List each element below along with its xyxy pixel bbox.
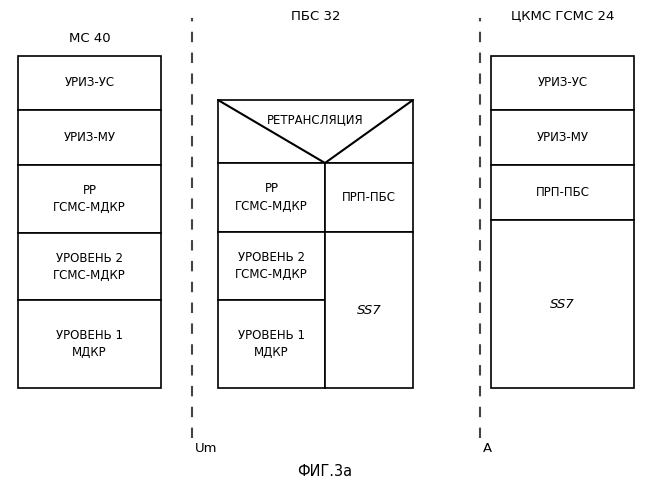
Bar — [325, 163, 413, 232]
Text: A: A — [483, 442, 492, 454]
Text: ФИГ.3а: ФИГ.3а — [298, 464, 353, 479]
Text: РЕТРАНСЛЯЦИЯ: РЕТРАНСЛЯЦИЯ — [267, 114, 364, 126]
Text: Um: Um — [195, 442, 217, 454]
Bar — [325, 232, 413, 388]
Bar — [218, 100, 413, 163]
Bar — [491, 220, 634, 388]
Text: УРОВЕНЬ 2
ГСМС-МДКР: УРОВЕНЬ 2 ГСМС-МДКР — [53, 252, 126, 282]
Bar — [18, 165, 161, 233]
Text: УРИЗ-МУ: УРИЗ-МУ — [536, 131, 589, 144]
Text: МС 40: МС 40 — [69, 32, 110, 44]
Text: ПБС 32: ПБС 32 — [291, 10, 340, 22]
Text: ЦКМС ГСМС 24: ЦКМС ГСМС 24 — [511, 10, 614, 22]
Bar — [18, 233, 161, 300]
Text: ПРП-ПБС: ПРП-ПБС — [536, 186, 590, 199]
Bar — [491, 56, 634, 110]
Text: УРОВЕНЬ 1
МДКР: УРОВЕНЬ 1 МДКР — [56, 329, 123, 359]
Bar — [218, 232, 325, 300]
Text: ПРП-ПБС: ПРП-ПБС — [342, 191, 396, 204]
Text: УРИЗ-УС: УРИЗ-УС — [64, 76, 115, 90]
Text: SS7: SS7 — [357, 304, 381, 316]
Bar — [218, 163, 325, 232]
Text: РР
ГСМС-МДКР: РР ГСМС-МДКР — [235, 182, 308, 212]
Text: УРОВЕНЬ 2
ГСМС-МДКР: УРОВЕНЬ 2 ГСМС-МДКР — [235, 251, 308, 281]
Bar — [491, 165, 634, 220]
Text: УРИЗ-УС: УРИЗ-УС — [538, 76, 588, 90]
Bar — [491, 110, 634, 165]
Bar — [18, 56, 161, 110]
Text: УРИЗ-МУ: УРИЗ-МУ — [64, 131, 115, 144]
Bar — [18, 300, 161, 388]
Bar — [218, 300, 325, 388]
Text: РР
ГСМС-МДКР: РР ГСМС-МДКР — [53, 184, 126, 214]
Text: УРОВЕНЬ 1
МДКР: УРОВЕНЬ 1 МДКР — [238, 329, 305, 359]
Text: SS7: SS7 — [550, 298, 575, 310]
Bar — [18, 110, 161, 165]
